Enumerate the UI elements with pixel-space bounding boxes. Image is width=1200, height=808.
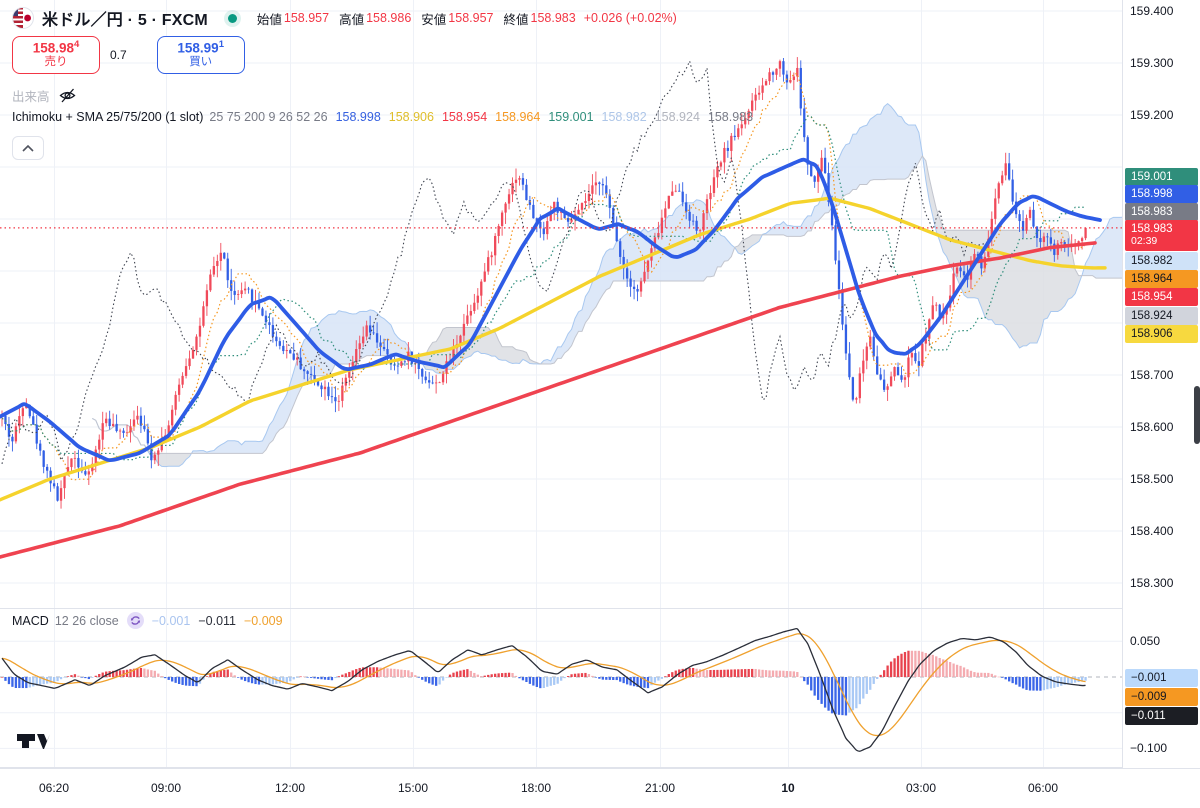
- ichimoku-value-1: 158.906: [388, 110, 434, 124]
- symbol-header: 米ドル／円 · 5 · FXCM 始値 158.957 高値 158.986 安…: [12, 6, 677, 30]
- macd-label-1: −0.009: [1125, 688, 1198, 706]
- buy-label: 買い: [189, 56, 213, 69]
- buy-button[interactable]: 158.991 買い: [156, 36, 245, 74]
- low-value: 158.957: [448, 11, 494, 25]
- sell-price-sup: 4: [74, 39, 80, 51]
- volume-label[interactable]: 出来高: [12, 90, 50, 104]
- time-tick-label: 06:00: [1027, 781, 1059, 795]
- high-value: 158.986: [366, 11, 412, 25]
- time-tick-label: 12:00: [274, 781, 306, 795]
- ichimoku-value-4: 159.001: [548, 110, 594, 124]
- market-status-dot: [227, 13, 237, 23]
- low-label: 安値: [421, 12, 447, 27]
- time-tick-label: 06:20: [38, 781, 70, 795]
- price-label-3: 158.983 02:39: [1125, 220, 1198, 251]
- time-tick-label: 15:00: [397, 781, 429, 795]
- price-label-7: 158.924: [1125, 307, 1198, 325]
- time-tick-label: 18:00: [520, 781, 552, 795]
- time-tick-label: 10: [781, 781, 795, 795]
- volume-legend: 出来高: [12, 86, 77, 105]
- ichimoku-value-0: 158.998: [335, 110, 381, 124]
- price-tick-label: 158.600: [1130, 420, 1174, 434]
- open-label: 始値: [256, 12, 282, 27]
- ichimoku-value-7: 158.983: [707, 110, 754, 124]
- price-label-6: 158.954: [1125, 288, 1198, 306]
- ichimoku-value-3: 158.964: [495, 110, 541, 124]
- price-tick-label: 159.400: [1130, 4, 1174, 18]
- close-label: 終値: [503, 12, 529, 27]
- scrollbar-thumb[interactable]: [1194, 386, 1200, 444]
- time-tick-label: 21:00: [644, 781, 676, 795]
- price-label-2: 158.983: [1125, 203, 1198, 221]
- ichimoku-legend: Ichimoku + SMA 25/75/200 (1 slot) 25 75 …: [12, 110, 753, 124]
- spread-value: 0.7: [110, 48, 127, 62]
- macd-value-0: −0.001: [151, 613, 191, 628]
- macd-title[interactable]: MACD: [12, 613, 49, 628]
- indicator-values: 158.998 158.906 158.954 158.964 159.001 158.9…: [328, 110, 754, 124]
- ichimoku-value-2: 158.954: [441, 110, 488, 124]
- currency-pair-flag-icon: [12, 7, 34, 29]
- price-tick-label: 158.700: [1130, 368, 1174, 382]
- macd-tick-label: −0.100: [1130, 741, 1168, 755]
- price-axis[interactable]: 159.400 159.300 159.200 158.700 158.600 158.5…: [1122, 0, 1200, 768]
- price-tick-label: 159.200: [1130, 108, 1174, 122]
- price-tick-label: 158.500: [1130, 472, 1174, 486]
- macd-legend: MACD 12 26 close −0.001 −0.011 −0.009: [12, 612, 283, 629]
- symbol-title[interactable]: 米ドル／円 · 5 · FXCM: [42, 12, 208, 29]
- ohlc-readout: 始値 158.957 高値 158.986 安値 158.957 終値 158.…: [247, 9, 677, 28]
- price-tick-label: 158.400: [1130, 524, 1174, 538]
- buy-price: 158.99: [177, 40, 219, 56]
- macd-values: −0.001 −0.011 −0.009: [144, 614, 283, 628]
- change-value: +0.026 (+0.02%): [583, 11, 677, 25]
- price-label-0: 159.001: [1125, 168, 1198, 186]
- buy-price-sup: 1: [218, 39, 224, 51]
- collapse-legend-button[interactable]: [12, 136, 44, 160]
- eye-off-icon[interactable]: [58, 86, 77, 105]
- price-tick-label: 158.300: [1130, 576, 1174, 590]
- time-tick-label: 03:00: [905, 781, 937, 795]
- price-label-5: 158.964: [1125, 270, 1198, 288]
- time-axis[interactable]: 06:20 09:00 12:00 15:00 18:00 21:00 10 03:00 06:…: [0, 768, 1200, 808]
- macd-params: 12 26 close: [54, 613, 119, 628]
- time-tick-label: 09:00: [150, 781, 182, 795]
- tradingview-logo[interactable]: [16, 733, 50, 757]
- macd-tick-label: 0.050: [1130, 634, 1161, 648]
- open-value: 158.957: [283, 11, 330, 25]
- close-value: 158.983: [530, 11, 576, 25]
- macd-label-2: −0.011: [1125, 707, 1198, 725]
- sync-icon[interactable]: [126, 612, 144, 629]
- ichimoku-value-5: 158.982: [601, 110, 647, 124]
- price-tick-label: 159.300: [1130, 56, 1174, 70]
- indicator-params: 25 75 200 9 26 52 26: [209, 110, 328, 124]
- price-label-4: 158.982: [1125, 252, 1198, 270]
- sell-button[interactable]: 158.984 売り: [12, 36, 100, 74]
- legend-collapse-row: [12, 136, 44, 160]
- sell-label: 売り: [44, 56, 68, 69]
- indicator-title[interactable]: Ichimoku + SMA 25/75/200 (1 slot): [12, 110, 204, 124]
- macd-label-0: −0.001: [1125, 669, 1198, 687]
- macd-value-1: −0.011: [198, 613, 236, 628]
- sell-price: 158.98: [32, 40, 74, 56]
- price-label-1: 158.998: [1125, 185, 1198, 203]
- macd-value-2: −0.009: [244, 613, 283, 628]
- trade-panel: 158.984 売り 0.7 158.991 買い: [12, 36, 245, 74]
- price-label-8: 158.906: [1125, 325, 1198, 343]
- high-label: 高値: [339, 12, 365, 27]
- ichimoku-value-6: 158.924: [654, 110, 700, 124]
